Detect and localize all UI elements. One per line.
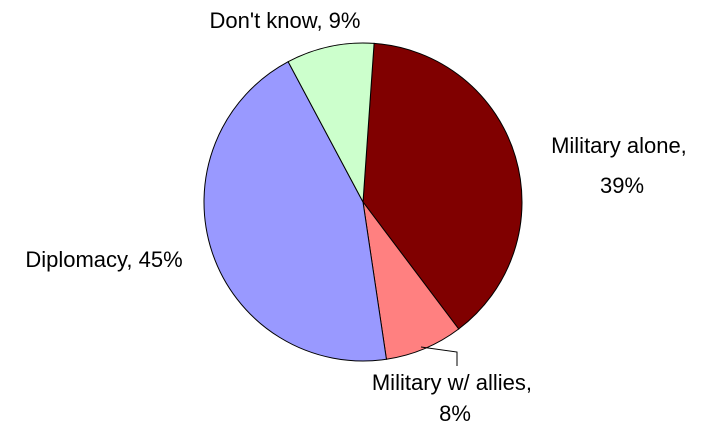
leader-lines [420, 346, 458, 366]
label-military-w-allies-line2: 8% [439, 401, 471, 426]
label-military-w-allies-line1: Military w/ allies, [372, 370, 532, 395]
label-diplomacy: Diplomacy, 45% [25, 247, 182, 272]
label-military-alone-line2: 39% [600, 173, 644, 198]
label-military-w-allies: Military w/ allies, 8% [372, 370, 538, 426]
pie-slice-diplomacy [203, 61, 387, 362]
label-dont-know-line1: Don't know, 9% [210, 8, 361, 33]
pie-slice-military-alone [362, 42, 523, 330]
label-military-alone-line1: Military alone, [551, 133, 687, 158]
label-military-alone: Military alone, 39% [551, 133, 693, 198]
leader-line-military-w-allies [420, 346, 458, 366]
slice-labels: Military alone, 39% Military w/ allies, … [25, 8, 693, 426]
label-diplomacy-line1: Diplomacy, 45% [25, 247, 182, 272]
label-dont-know: Don't know, 9% [210, 8, 361, 33]
pie-slice-don-t-know [287, 42, 375, 204]
pie-slices [203, 42, 523, 362]
